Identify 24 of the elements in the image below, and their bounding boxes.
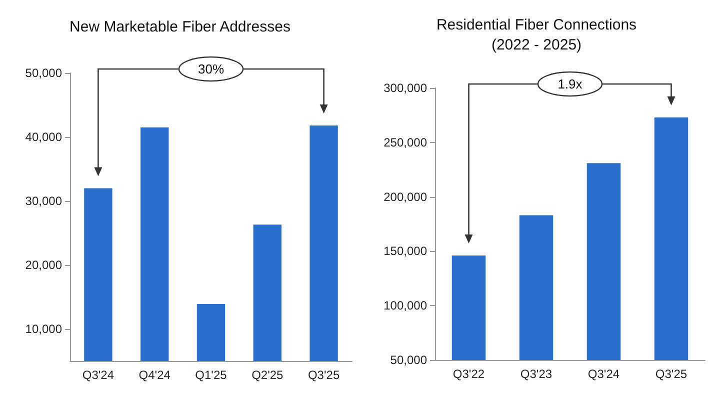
- x-tick-label: Q3'23: [520, 367, 552, 381]
- x-tick-label: Q3'24: [588, 367, 620, 381]
- x-tick-label: Q3'24: [82, 368, 114, 382]
- annotation: 30%: [198, 62, 224, 76]
- x-tick-label: Q3'25: [655, 367, 688, 381]
- y-tick-label: 10,000: [25, 322, 62, 336]
- y-tick-label: 30,000: [25, 194, 62, 208]
- y-tick-label: 300,000: [384, 81, 428, 95]
- chart-title: New Marketable Fiber Addresses: [70, 18, 290, 36]
- y-tick-label: 50,000: [25, 66, 62, 80]
- x-tick-label: Q3'25: [308, 368, 340, 382]
- x-tick-label: Q3'22: [452, 367, 485, 381]
- x-tick-label: Q2'25: [252, 368, 284, 382]
- chart-title: Residential Fiber Connections (2022 - 2025): [436, 16, 637, 54]
- y-tick-label: 20,000: [25, 258, 62, 272]
- y-tick-label: 250,000: [384, 135, 428, 150]
- y-tick-label: 150,000: [384, 244, 428, 258]
- y-tick-label: 100,000: [384, 298, 428, 313]
- annotation: 1.9x: [558, 76, 583, 92]
- y-tick-label: 40,000: [25, 130, 62, 144]
- x-tick-label: Q1'25: [195, 368, 228, 382]
- y-tick-label: 50,000: [390, 353, 428, 367]
- x-tick-label: Q4'24: [138, 368, 171, 382]
- y-tick-label: 200,000: [384, 190, 428, 204]
